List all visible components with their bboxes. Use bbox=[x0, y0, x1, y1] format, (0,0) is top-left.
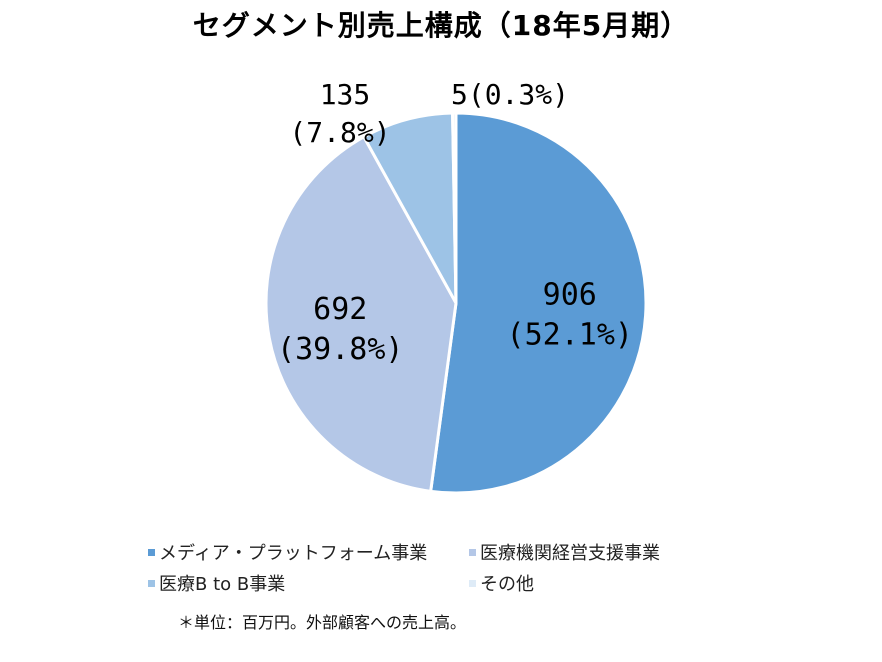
data-labels: 906 (52.1%) 692 (39.8%) 135 (7.8%) 5(0.3%) bbox=[277, 78, 633, 367]
pie-slice-1 bbox=[428, 111, 648, 495]
chart-title: セグメント別売上構成（18年5月期） bbox=[192, 9, 690, 42]
footnote: ＊単位：百万円。外部顧客への売上高。 bbox=[178, 613, 467, 632]
data-label-value-3: 135 bbox=[320, 78, 371, 111]
legend-label-2: 医療機関経営支援事業 bbox=[480, 543, 660, 564]
data-label-value-4: 5(0.3%) bbox=[451, 78, 569, 111]
legend-label-4: その他 bbox=[480, 574, 534, 595]
data-label-percent-1: (52.1%) bbox=[507, 318, 633, 353]
pie-slice-4 bbox=[451, 111, 458, 304]
pie-slice-2 bbox=[264, 134, 458, 493]
data-label-value-2: 692 bbox=[313, 292, 367, 327]
legend-swatch-3 bbox=[148, 580, 155, 587]
legend-swatch-4 bbox=[469, 580, 476, 587]
pie-slice-3 bbox=[361, 111, 458, 304]
data-label-percent-2: (39.8%) bbox=[277, 332, 403, 367]
legend-swatch-2 bbox=[469, 549, 476, 556]
legend-swatch-1 bbox=[148, 549, 155, 556]
legend-label-3: 医療B to B事業 bbox=[159, 574, 285, 595]
legend-label-1: メディア・プラットフォーム事業 bbox=[159, 543, 427, 564]
data-label-value-1: 906 bbox=[543, 278, 597, 313]
data-label-percent-3: (7.8%) bbox=[289, 116, 390, 149]
pie-slices bbox=[264, 111, 648, 495]
